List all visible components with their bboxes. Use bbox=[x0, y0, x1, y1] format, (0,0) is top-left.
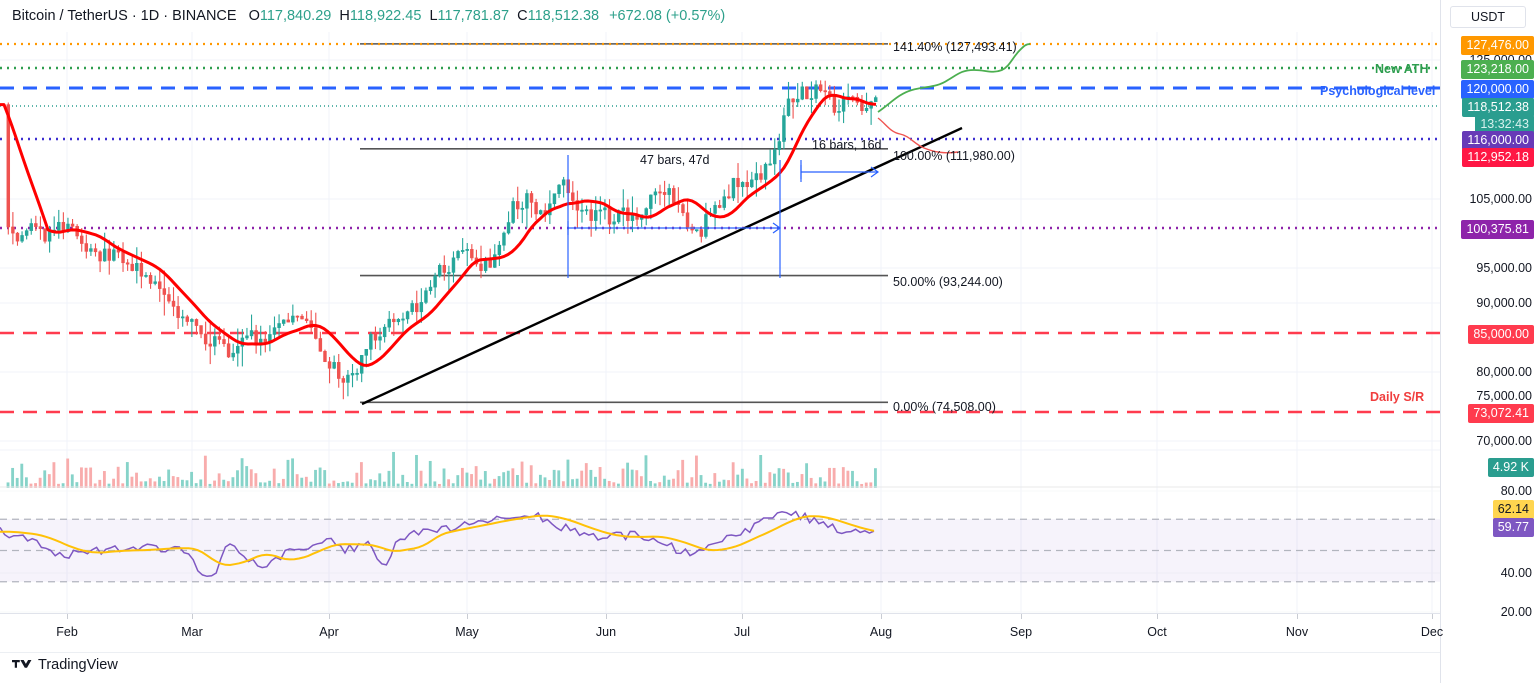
time-tick-label: Dec bbox=[1420, 625, 1444, 639]
time-tick-label: Aug bbox=[869, 625, 893, 639]
price-tick-label: 95,000.00 bbox=[1476, 261, 1532, 275]
time-tick-label: Nov bbox=[1285, 625, 1309, 639]
price-scale[interactable]: USDT 125,000.00105,000.0095,000.0090,000… bbox=[1440, 0, 1536, 683]
price-tick-label: 70,000.00 bbox=[1476, 434, 1532, 448]
close-value: 118,512.38 bbox=[527, 8, 600, 24]
chart-legend: Bitcoin / TetherUS · 1D · BINANCE O117,8… bbox=[0, 0, 725, 32]
time-scale[interactable]: Feb Mar Apr May Jun Jul Aug Sep Oct Nov Dec bbox=[0, 613, 1444, 653]
time-tick bbox=[742, 614, 743, 619]
price-change: +672.08 (+0.57%) bbox=[609, 8, 726, 24]
tradingview-logo[interactable]: TradingView bbox=[12, 657, 118, 673]
time-tick bbox=[329, 614, 330, 619]
forecast-path-up bbox=[877, 43, 1031, 113]
ohlc-values: O117,840.29 H118,922.45 L117,781.87 C118… bbox=[249, 8, 600, 24]
level-100k-price-tag[interactable]: 100,375.81 bbox=[1461, 220, 1534, 239]
price-tick-label: 75,000.00 bbox=[1476, 389, 1532, 403]
measure-tool bbox=[567, 155, 782, 278]
time-tick bbox=[606, 614, 607, 619]
fib-1414-price-tag[interactable]: 127,476.00 bbox=[1461, 36, 1534, 55]
time-tick bbox=[192, 614, 193, 619]
last-price-tag[interactable]: 118,512.38 bbox=[1462, 98, 1534, 117]
tradingview-logo-icon bbox=[12, 660, 32, 668]
symbol-title[interactable]: Bitcoin / TetherUS · 1D · BINANCE bbox=[12, 8, 237, 24]
time-tick-label: Feb bbox=[56, 625, 78, 639]
time-tick bbox=[1021, 614, 1022, 619]
chart-canvas bbox=[0, 32, 1440, 613]
daily-sr-price-tag[interactable]: 73,072.41 bbox=[1468, 404, 1534, 423]
measure-16bars-label[interactable]: 16 bars, 16d bbox=[812, 138, 882, 152]
volume-value-tag[interactable]: 4.92 K bbox=[1487, 458, 1534, 477]
time-tick-label: Sep bbox=[1009, 625, 1033, 639]
time-tick-label: Oct bbox=[1147, 625, 1167, 639]
time-tick bbox=[881, 614, 882, 619]
price-tick-label: 105,000.00 bbox=[1469, 192, 1532, 206]
time-tick bbox=[1297, 614, 1298, 619]
new-ath-price-tag[interactable]: 123,218.00 bbox=[1461, 60, 1534, 79]
rsi-line bbox=[0, 510, 875, 578]
close-key: C bbox=[517, 8, 528, 24]
time-tick-label: Mar bbox=[181, 625, 203, 639]
time-tick bbox=[467, 614, 468, 619]
price-tick-label: 20.00 bbox=[1500, 605, 1532, 619]
price-tick-label: 80,000.00 bbox=[1476, 365, 1532, 379]
rsi-value-tag[interactable]: 59.77 bbox=[1492, 518, 1534, 537]
high-value: 118,922.45 bbox=[349, 8, 422, 24]
open-value: 117,840.29 bbox=[259, 8, 332, 24]
psychological-level-label[interactable]: Psychological level bbox=[1320, 84, 1436, 98]
measure-tool bbox=[800, 160, 880, 182]
daily-sr-label[interactable]: Daily S/R bbox=[1370, 390, 1425, 404]
low-key: L bbox=[429, 8, 438, 24]
rsi-band bbox=[0, 519, 1440, 582]
moving-average-line bbox=[0, 93, 877, 367]
price-tick-label: 40.00 bbox=[1500, 566, 1532, 580]
ma-price-tag[interactable]: 112,952.18 bbox=[1462, 148, 1534, 167]
fib-50-label[interactable]: 50.00% (93,244.00) bbox=[893, 275, 1003, 289]
fib-0-label[interactable]: 0.00% (74,508.00) bbox=[893, 400, 996, 414]
fib-1414-label[interactable]: 141.40% (127,493.41) bbox=[893, 40, 1017, 54]
rsi-ma-line bbox=[0, 514, 875, 567]
price-tick-label: 80.00 bbox=[1500, 484, 1532, 498]
forecast-path-down bbox=[877, 117, 959, 154]
measure-47bars-label[interactable]: 47 bars, 47d bbox=[640, 153, 710, 167]
rsi-ma-value-tag[interactable]: 62.14 bbox=[1492, 500, 1534, 519]
time-tick-label: Jul bbox=[734, 625, 750, 639]
countdown-tag[interactable]: 13:32:43 bbox=[1475, 115, 1534, 134]
trendline bbox=[361, 126, 963, 406]
high-key: H bbox=[339, 8, 350, 24]
volume-series bbox=[6, 451, 877, 488]
time-tick-label: Apr bbox=[319, 625, 339, 639]
low-value: 117,781.87 bbox=[437, 8, 510, 24]
tradingview-logo-text: TradingView bbox=[38, 657, 118, 673]
time-tick-label: Jun bbox=[595, 625, 617, 639]
psychological-level-price-tag[interactable]: 120,000.00 bbox=[1461, 80, 1534, 99]
time-tick bbox=[1432, 614, 1433, 619]
currency-selector[interactable]: USDT bbox=[1450, 6, 1526, 28]
time-tick bbox=[1157, 614, 1158, 619]
open-key: O bbox=[248, 8, 260, 24]
new-ath-label[interactable]: New ATH bbox=[1375, 62, 1429, 76]
support-116k-price-tag[interactable]: 116,000.00 bbox=[1462, 131, 1534, 150]
currency-label: USDT bbox=[1470, 10, 1506, 24]
price-tick-label: 90,000.00 bbox=[1476, 296, 1532, 310]
time-tick bbox=[67, 614, 68, 619]
sr-85k-price-tag[interactable]: 85,000.00 bbox=[1468, 325, 1534, 344]
time-tick-label: May bbox=[455, 625, 479, 639]
fib-100-label[interactable]: 100.00% (111,980.00) bbox=[893, 149, 1015, 163]
